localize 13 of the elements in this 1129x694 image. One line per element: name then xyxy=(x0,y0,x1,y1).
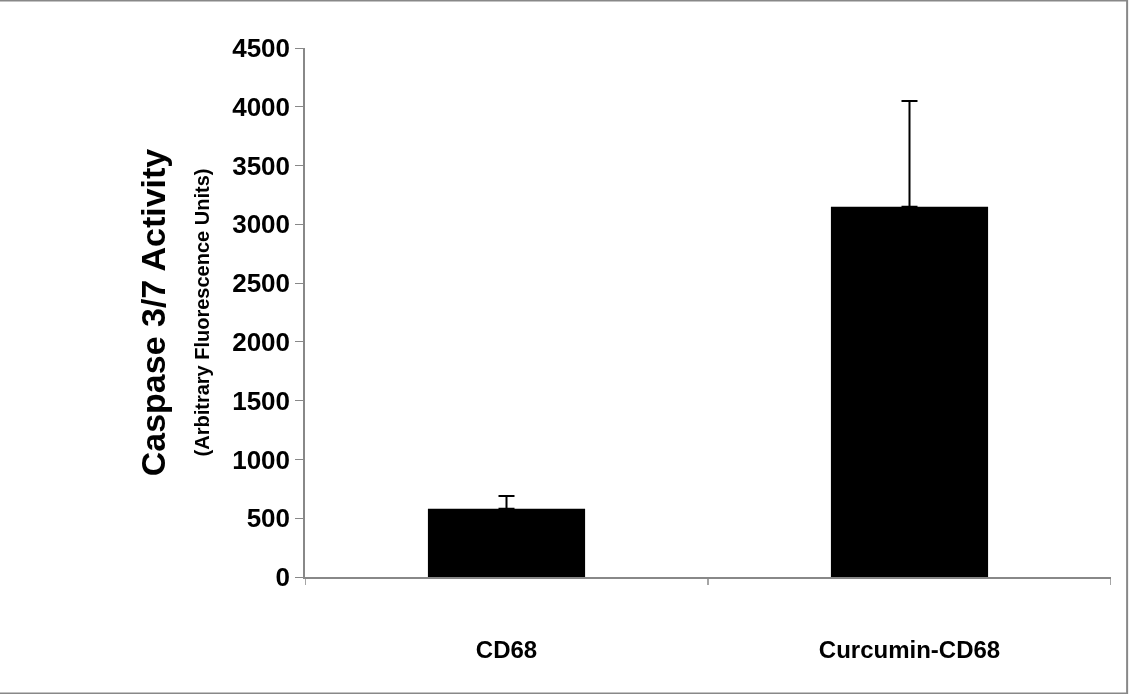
y-tick-label: 1000 xyxy=(232,444,291,475)
y-tick-label: 3000 xyxy=(232,209,291,240)
y-tick-label: 1500 xyxy=(232,385,291,416)
y-tick-label: 0 xyxy=(275,562,291,593)
x-tick-label: Curcumin-CD68 xyxy=(818,635,1001,663)
y-tick-label: 4000 xyxy=(232,91,291,122)
y-tick-label: 2000 xyxy=(232,326,291,357)
x-tick-label: CD68 xyxy=(475,635,538,663)
y-tick-label: 500 xyxy=(246,503,291,534)
y-axis-title: Caspase 3/7 Activity (Arbitrary Fluorescence Units) xyxy=(134,148,214,477)
y-tick-label: 4500 xyxy=(232,33,291,64)
y-tick-label: 2500 xyxy=(232,268,291,299)
y-tick-label: 3500 xyxy=(232,150,291,181)
